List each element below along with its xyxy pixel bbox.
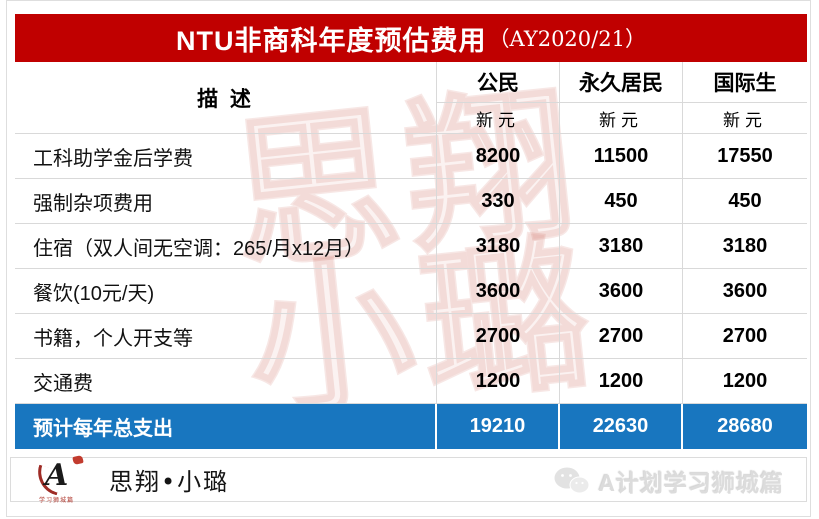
- total-label: 预计每年总支出: [15, 404, 437, 449]
- logo-sub-text: 学习狮城篇: [39, 497, 75, 504]
- total-row: 预计每年总支出 19210 22630 28680: [15, 404, 807, 449]
- table-row: 工科助学金后学费 8200 11500 17550: [15, 134, 807, 179]
- row-value-international: 3600: [722, 279, 768, 302]
- row-value-pr: 450: [560, 179, 683, 223]
- fees-table: 描 述 公民 永久居民 国际生 新元 新元 新元 工科助学金后学费 8200 1…: [15, 62, 807, 449]
- column-header-citizen: 公民: [437, 62, 560, 103]
- row-value-international: 1200: [722, 369, 768, 392]
- table-row: 住宿（双人间无空调：265/月x12月） 3180 3180 3180: [15, 224, 807, 269]
- row-value-citizen: 2700: [437, 314, 560, 358]
- logo-red-mark: [72, 454, 84, 465]
- row-value-citizen: 3600: [437, 269, 560, 313]
- row-value-pr: 11500: [560, 134, 683, 178]
- row-value-pr: 3600: [560, 269, 683, 313]
- row-value-citizen: 1200: [437, 359, 560, 403]
- row-desc: 书籍，个人开支等: [15, 314, 437, 358]
- table-row: 餐饮(10元/天) 3600 3600 3600: [15, 269, 807, 314]
- row-desc: 住宿（双人间无空调：265/月x12月）: [15, 224, 437, 268]
- title-bar: NTU非商科年度预估费用 （AY2020/21）: [15, 14, 807, 62]
- row-desc: 强制杂项费用: [15, 179, 437, 223]
- row-value-pr: 3180: [560, 224, 683, 268]
- row-value-international: 3180: [722, 234, 768, 257]
- total-value-pr: 22630: [560, 404, 683, 449]
- row-desc: 餐饮(10元/天): [15, 269, 437, 313]
- footer-band: A 学习狮城篇 思翔•小璐 A计划学习狮城篇: [10, 454, 807, 504]
- unit-label: 新元: [560, 103, 683, 133]
- logo-letter: A: [45, 457, 69, 493]
- total-value-international: 28680: [717, 415, 773, 437]
- total-value-citizen: 19210: [437, 404, 560, 449]
- table-header: 描 述 公民 永久居民 国际生 新元 新元 新元: [15, 62, 807, 134]
- row-value-citizen: 330: [437, 179, 560, 223]
- row-value-citizen: 3180: [437, 224, 560, 268]
- row-value-pr: 1200: [560, 359, 683, 403]
- unit-label: 新元: [437, 103, 560, 133]
- channel-watermark: A计划学习狮城篇: [554, 458, 784, 503]
- table-row: 交通费 1200 1200 1200: [15, 359, 807, 404]
- column-header-description: 描 述: [15, 62, 437, 133]
- row-desc: 交通费: [15, 359, 437, 403]
- row-desc: 工科助学金后学费: [15, 134, 437, 178]
- row-value-pr: 2700: [560, 314, 683, 358]
- column-header-pr: 永久居民: [560, 62, 683, 103]
- row-value-international: 450: [728, 189, 762, 212]
- row-value-international: 2700: [722, 324, 768, 347]
- page-title: NTU非商科年度预估费用: [176, 25, 487, 56]
- brand-name: 思翔•小璐: [109, 468, 230, 496]
- wechat-icon: [554, 467, 590, 493]
- table-row: 强制杂项费用 330 450 450: [15, 179, 807, 224]
- column-header-international: 国际生: [683, 62, 807, 103]
- table-row: 书籍，个人开支等 2700 2700 2700: [15, 314, 807, 359]
- row-value-international: 17550: [717, 144, 773, 167]
- brand-logo: A 学习狮城篇: [31, 454, 85, 504]
- row-value-citizen: 8200: [437, 134, 560, 178]
- unit-label: 新元: [723, 110, 767, 131]
- channel-name: A计划学习狮城篇: [598, 469, 784, 496]
- page-title-year: （AY2020/21）: [488, 27, 646, 51]
